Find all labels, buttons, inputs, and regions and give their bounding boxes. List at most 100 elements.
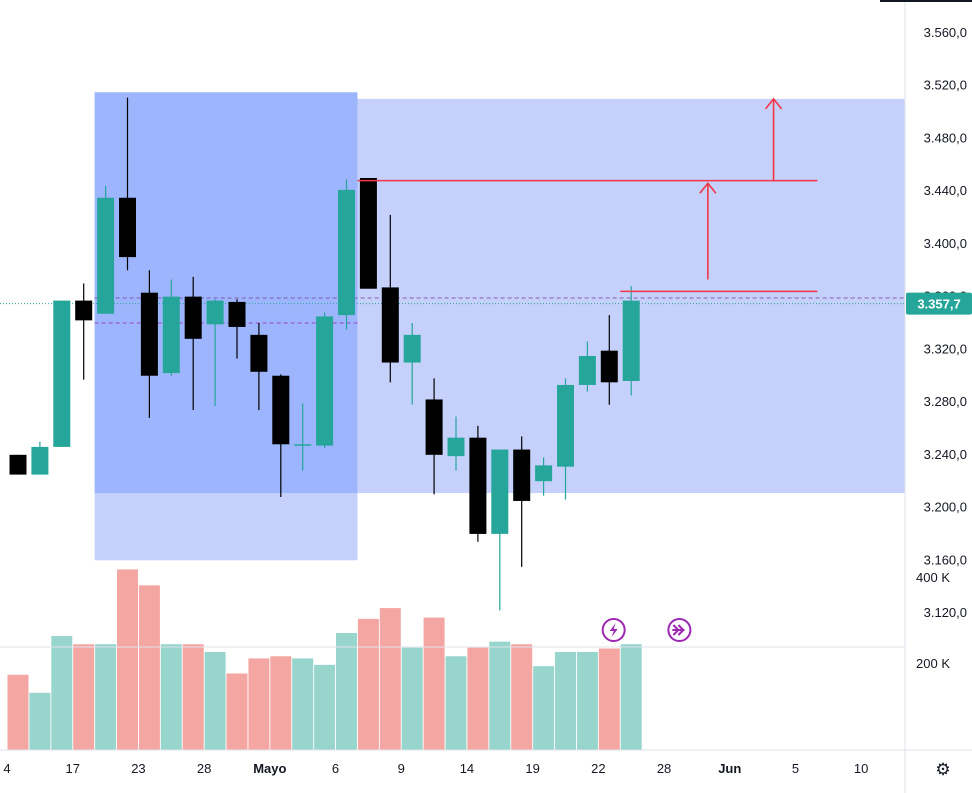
- volume-bar[interactable]: [598, 648, 620, 750]
- candle-body: [622, 300, 640, 381]
- candle[interactable]: [119, 97, 136, 271]
- fast-forward-icon[interactable]: [667, 618, 692, 642]
- price-tick-label: 3.400,0: [924, 236, 967, 251]
- volume-bar[interactable]: [51, 636, 73, 750]
- candle[interactable]: [622, 286, 640, 396]
- volume-tick-label: 400 K: [916, 570, 950, 585]
- candle-body: [600, 350, 618, 383]
- candle-body: [294, 444, 312, 446]
- volume-bar[interactable]: [95, 644, 117, 750]
- last-price-badge-bg: [906, 292, 972, 315]
- events: [601, 618, 692, 642]
- candle[interactable]: [491, 449, 509, 611]
- volume-bar[interactable]: [555, 651, 576, 750]
- candle[interactable]: [250, 323, 268, 410]
- volume-bar[interactable]: [620, 644, 642, 750]
- candle-body: [75, 300, 93, 321]
- price-tick-label: 3.240,0: [924, 447, 967, 462]
- candle[interactable]: [535, 457, 553, 496]
- price-tick-label: 3.440,0: [924, 183, 967, 198]
- candle[interactable]: [184, 276, 202, 410]
- candle-body: [469, 437, 487, 534]
- time-tick-label: 28: [657, 761, 671, 776]
- candle[interactable]: [53, 300, 71, 447]
- volume-tick-label: 200 K: [916, 656, 950, 671]
- candle[interactable]: [294, 403, 312, 471]
- lightning-icon[interactable]: [601, 618, 626, 642]
- volume-bar[interactable]: [7, 674, 29, 750]
- candle[interactable]: [206, 299, 224, 407]
- zone-dark-2[interactable]: [94, 92, 358, 494]
- candle[interactable]: [403, 323, 421, 405]
- price-tick-label: 3.200,0: [924, 500, 967, 515]
- candle[interactable]: [359, 178, 377, 289]
- volume-bar[interactable]: [138, 585, 160, 750]
- candle-body: [184, 296, 202, 339]
- volume-bar[interactable]: [160, 644, 182, 750]
- volume-bar[interactable]: [379, 608, 401, 750]
- candle[interactable]: [447, 416, 465, 471]
- volume-bar[interactable]: [445, 656, 467, 750]
- price-tick-label: 3.320,0: [924, 341, 967, 356]
- time-tick-label: 5: [792, 761, 799, 776]
- price-tick-label: 3.480,0: [924, 130, 967, 145]
- volume-bar[interactable]: [533, 666, 555, 750]
- price-tick-label: 3.120,0: [924, 605, 967, 620]
- candle[interactable]: [9, 454, 27, 475]
- volume-bar[interactable]: [511, 644, 533, 750]
- candles: [9, 97, 640, 611]
- candle[interactable]: [513, 436, 531, 567]
- candle-body: [359, 178, 377, 289]
- candle[interactable]: [425, 378, 443, 495]
- candle[interactable]: [338, 179, 355, 330]
- time-axis[interactable]: 4 17 23 28 Mayo 6 9 14 19 22 28 Jun 5 10: [3, 761, 868, 776]
- volume-bar[interactable]: [226, 673, 248, 750]
- volume-bar[interactable]: [248, 658, 270, 750]
- volume-bar[interactable]: [182, 644, 204, 750]
- candle-body: [338, 189, 355, 316]
- candle[interactable]: [469, 425, 487, 542]
- candle[interactable]: [97, 185, 115, 314]
- time-tick-label: Mayo: [253, 761, 286, 776]
- candle[interactable]: [228, 299, 246, 359]
- candle[interactable]: [381, 214, 399, 383]
- price-tick-label: 3.160,0: [924, 552, 967, 567]
- candle-body: [228, 301, 246, 327]
- time-tick-label: 19: [525, 761, 539, 776]
- candle[interactable]: [557, 378, 574, 500]
- volume-bar[interactable]: [29, 692, 51, 750]
- volume-axis[interactable]: 400 K 200 K: [916, 570, 950, 671]
- time-tick-label: 14: [460, 761, 474, 776]
- candle[interactable]: [162, 279, 180, 376]
- target-arrow-1[interactable]: [764, 97, 783, 181]
- candle[interactable]: [600, 315, 618, 405]
- volume-bar[interactable]: [489, 641, 511, 750]
- candle[interactable]: [140, 270, 158, 418]
- volume-bar[interactable]: [73, 644, 95, 750]
- price-tick-label: 3.560,0: [924, 25, 967, 40]
- candle[interactable]: [272, 374, 290, 497]
- gear-icon[interactable]: ⚙: [935, 760, 950, 780]
- volume-bar[interactable]: [270, 656, 292, 750]
- candle[interactable]: [316, 312, 334, 449]
- candle[interactable]: [75, 283, 93, 380]
- candle-body: [381, 287, 399, 363]
- volume-bar[interactable]: [204, 651, 226, 750]
- candle[interactable]: [31, 441, 49, 475]
- target-lines: [357, 97, 818, 293]
- volume-bar[interactable]: [467, 647, 489, 750]
- price-axis[interactable]: 3.560,03.520,03.480,03.440,03.400,03.360…: [924, 25, 967, 620]
- volume-bar[interactable]: [336, 633, 357, 750]
- volume-bar[interactable]: [423, 617, 445, 750]
- candle[interactable]: [578, 341, 596, 392]
- volume-bar[interactable]: [117, 569, 138, 750]
- volume-bar[interactable]: [292, 658, 314, 750]
- target-arrow-0[interactable]: [699, 181, 717, 280]
- volume-bar[interactable]: [401, 647, 423, 750]
- last-price-label: 3.357,7: [917, 297, 960, 312]
- candle-body: [206, 300, 224, 325]
- volume-bar[interactable]: [357, 618, 379, 750]
- volume-bar[interactable]: [576, 651, 598, 750]
- volume-bar[interactable]: [314, 664, 336, 750]
